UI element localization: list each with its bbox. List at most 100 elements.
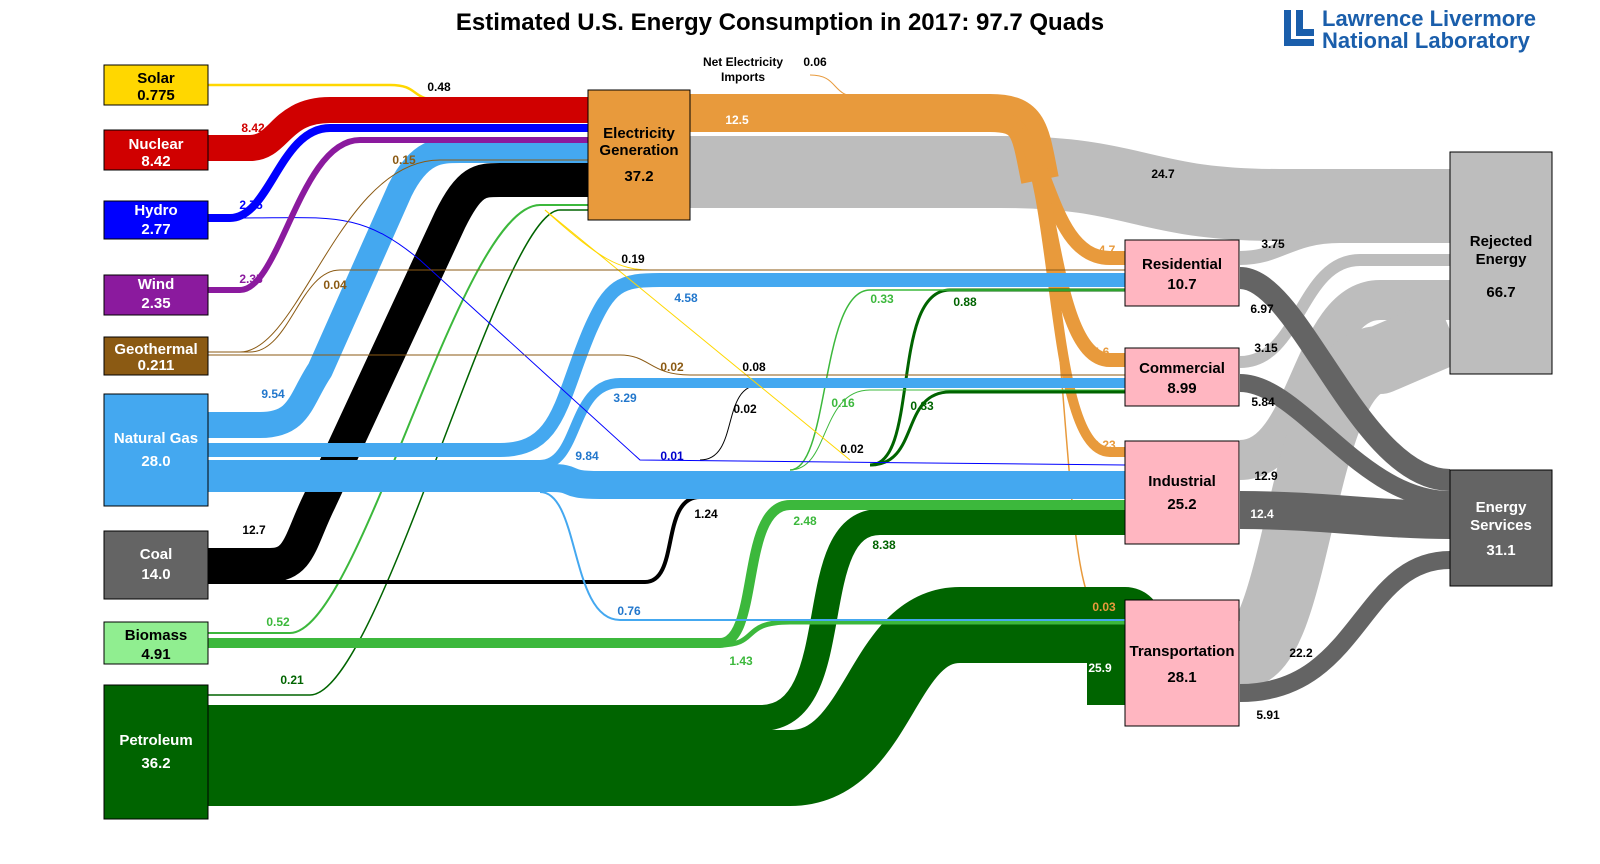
flow-label-ind-srv: 12.4 <box>1250 507 1274 521</box>
flow-gas-ind <box>208 464 1125 499</box>
flow-pet-res <box>869 288 1125 467</box>
logo-line1: Lawrence Livermore <box>1322 6 1536 31</box>
flow-label-bio-trans: 1.43 <box>729 654 753 668</box>
flow-res-services <box>1238 267 1452 491</box>
flow-bio-trans <box>719 619 1125 648</box>
flow-label-geo-res: 0.04 <box>323 278 347 292</box>
flow-label-com-rej: 3.15 <box>1254 341 1278 355</box>
flow-label-gas-ind: 9.84 <box>575 449 599 463</box>
flow-label-solar-elec: 0.48 <box>427 80 451 94</box>
label-petroleum-name: Petroleum <box>119 732 192 749</box>
label-rejected-name2: Energy <box>1476 251 1528 268</box>
label-hydro-value: 2.77 <box>141 221 170 238</box>
box-hydro <box>103 200 209 240</box>
flow-pet-trans <box>208 587 1163 806</box>
label-hydro-name: Hydro <box>134 202 177 219</box>
page-title: Estimated U.S. Energy Consumption in 201… <box>456 9 1104 36</box>
label-coal-name: Coal <box>140 546 173 563</box>
flow-gas-trans <box>539 491 1125 621</box>
label-commercial-value: 8.99 <box>1167 380 1196 397</box>
flow-label-elec-trans: 0.03 <box>1092 600 1116 614</box>
box-biomass <box>103 621 209 665</box>
flow-gas-elec <box>208 137 588 438</box>
flow-label-coal-com: 0.02 <box>733 402 757 416</box>
flow-label-ind-rej: 12.9 <box>1254 469 1278 483</box>
label-electricity-value: 37.2 <box>624 168 653 185</box>
label-nuclear-value: 8.42 <box>141 153 170 170</box>
llnl-logo: Lawrence Livermore National Laboratory <box>1284 6 1536 53</box>
label-electricity-name1: Electricity <box>603 125 675 142</box>
box-services <box>1449 469 1553 587</box>
flow-label-elec-rejected: 24.7 <box>1151 167 1175 181</box>
box-electricity <box>587 89 691 221</box>
flow-bio-ind <box>208 500 1125 648</box>
label-residential-name: Residential <box>1142 256 1222 273</box>
flow-com-services <box>1239 374 1451 509</box>
flow-bio-res <box>789 289 1125 471</box>
flow-pet-com <box>869 390 1125 467</box>
flow-label-elec-out: 12.5 <box>725 113 749 127</box>
label-commercial-name: Commercial <box>1139 360 1225 377</box>
flow-label-res-rej: 3.75 <box>1261 237 1285 251</box>
flow-label-res-srv: 6.97 <box>1250 302 1274 316</box>
label-solar-name: Solar <box>137 70 175 87</box>
flow-label-elec-res: 4.7 <box>1099 243 1116 257</box>
flow-trans-services <box>1239 551 1451 702</box>
box-coal <box>103 530 209 600</box>
flow-bio-com <box>789 389 1125 471</box>
flow-label-gas-trans: 0.76 <box>617 604 641 618</box>
flow-label-elec-ind: 3.23 <box>1092 438 1116 452</box>
box-transportation <box>1124 599 1240 727</box>
flow-label-pet-com: 0.83 <box>910 399 934 413</box>
label-industrial-name: Industrial <box>1148 473 1216 490</box>
flow-label-wind-elec: 2.35 <box>239 272 263 286</box>
box-residential <box>1124 239 1240 307</box>
flow-label-pet-ind: 8.38 <box>872 538 896 552</box>
label-residential-value: 10.7 <box>1167 276 1196 293</box>
flow-wind-elec <box>208 137 588 293</box>
flow-hydro-elec <box>208 124 588 222</box>
flow-label-pet-res: 0.88 <box>953 295 977 309</box>
flow-ind-services <box>1239 491 1451 539</box>
flow-geo-elec <box>239 159 588 353</box>
flow-label-coal-ind: 1.24 <box>694 507 718 521</box>
flow-label-gas-com: 3.29 <box>613 391 637 405</box>
flow-label-trans-rej: 22.2 <box>1289 646 1313 660</box>
label-natural-gas-name: Natural Gas <box>114 430 198 447</box>
flow-label-hydro-elec: 2.75 <box>239 198 263 212</box>
flow-label-gas-res: 4.58 <box>674 291 698 305</box>
box-geothermal <box>103 336 209 376</box>
imports-label-line1: Net Electricity <box>703 55 783 69</box>
label-services-value: 31.1 <box>1486 542 1515 559</box>
box-rejected <box>1449 151 1553 375</box>
flow-label-trans-srv: 5.91 <box>1256 708 1280 722</box>
flow-label-hydro-ind: 0.01 <box>660 449 684 463</box>
box-industrial <box>1124 440 1240 545</box>
label-petroleum-value: 36.2 <box>141 755 170 772</box>
flow-solar-ind <box>544 209 851 461</box>
llnl-logo-mark <box>1284 10 1314 46</box>
flow-label-elec-com: 4.6 <box>1093 345 1110 359</box>
label-rejected-value: 66.7 <box>1486 284 1515 301</box>
flow-label-solar-ind: 0.02 <box>840 442 864 456</box>
flow-label-bio-res: 0.33 <box>870 292 894 306</box>
flow-elec-rejected <box>690 136 1450 241</box>
box-commercial <box>1124 347 1240 407</box>
flow-label-nuclear-elec: 8.42 <box>241 121 265 135</box>
flow-gas-res <box>208 273 1125 457</box>
box-natural-gas <box>103 393 209 507</box>
label-wind-value: 2.35 <box>141 295 170 312</box>
label-nuclear-name: Nuclear <box>128 136 183 153</box>
label-services-name1: Energy <box>1476 499 1528 516</box>
flow-label-coal-elec: 12.7 <box>242 523 266 537</box>
flow-label-bio-com: 0.16 <box>831 396 855 410</box>
box-wind <box>103 274 209 316</box>
flow-res-rejected <box>1239 229 1450 265</box>
flow-gas-com <box>208 378 1125 470</box>
label-transportation-value: 28.1 <box>1167 669 1196 686</box>
flow-bio-elec <box>208 204 588 634</box>
logo-line2: National Laboratory <box>1322 28 1531 53</box>
box-nuclear <box>103 129 209 171</box>
flow-label-pet-trans: 25.9 <box>1088 661 1112 675</box>
